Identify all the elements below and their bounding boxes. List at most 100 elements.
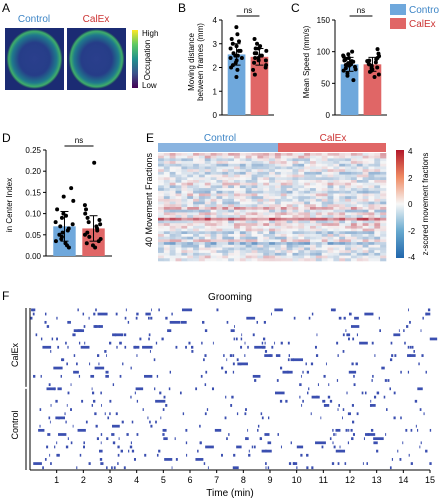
heatmap-cell — [292, 166, 299, 170]
heatmap-cell — [315, 177, 322, 181]
grooming-bout — [276, 379, 279, 382]
heatmap-cell — [304, 185, 311, 189]
heatmap-cell — [350, 236, 358, 240]
data-point — [234, 75, 239, 79]
data-point — [264, 63, 269, 68]
heatmap-cell — [274, 258, 282, 262]
heatmap-cell — [280, 242, 287, 246]
heatmap-group-bar-calex — [278, 143, 386, 152]
data-point — [70, 222, 75, 227]
grooming-bout — [212, 341, 214, 345]
heatmap-cell — [181, 225, 188, 229]
heatmap-cell — [175, 190, 182, 194]
grooming-bout — [161, 337, 164, 341]
heatmap-cell — [234, 242, 241, 246]
heatmap-cell — [380, 204, 387, 208]
heatmap-cell — [198, 209, 206, 213]
grooming-bout — [271, 312, 272, 316]
grooming-bout — [158, 449, 161, 453]
heatmap-cell — [327, 166, 334, 170]
heatmap-cell — [304, 212, 311, 216]
heatmap-cell — [216, 231, 223, 235]
grooming-bout — [328, 383, 330, 387]
grooming-bout — [354, 316, 359, 320]
grooming-bout — [342, 333, 345, 337]
grooming-bout — [65, 420, 67, 424]
heatmap-cell — [234, 225, 241, 229]
heatmap-cell — [286, 217, 293, 221]
grooming-bout — [427, 308, 431, 312]
heatmap-cell — [280, 182, 287, 186]
heatmap-cell — [315, 217, 322, 221]
heatmap-cell — [239, 182, 246, 186]
grooming-bout — [329, 399, 333, 403]
heatmap-cell — [158, 198, 165, 202]
heatmap-cell — [321, 250, 328, 254]
heatmap-cell — [204, 212, 211, 216]
grooming-bout — [159, 391, 162, 395]
heatmap-cell — [368, 209, 375, 213]
heatmap-cell — [204, 250, 211, 254]
data-point — [252, 37, 257, 41]
heatmap-cell — [234, 255, 241, 259]
heatmap-cell — [198, 258, 206, 262]
heatmap-cell — [175, 158, 182, 162]
grooming-bout — [425, 449, 428, 453]
heatmap-cell — [158, 250, 165, 254]
heatmap-cell — [298, 209, 305, 213]
heatmap-cell — [198, 234, 206, 237]
heatmap-cell — [269, 182, 276, 186]
heatmap-cell — [175, 193, 182, 197]
heatmap-cell — [292, 201, 299, 205]
heatmap-cell — [356, 161, 363, 165]
heatmap-cell — [234, 180, 241, 183]
raster-x-tick-label: 5 — [161, 475, 166, 485]
raster-x-tick-label: 6 — [187, 475, 192, 485]
heatmap-cell — [204, 185, 211, 189]
grooming-bout — [261, 341, 264, 345]
data-point — [98, 237, 103, 242]
heatmap-cell — [374, 198, 381, 202]
panel-b-letter: B — [178, 1, 186, 15]
heatmap-cell — [368, 180, 375, 183]
heatmap-cell — [181, 258, 188, 262]
panel-c-letter: C — [291, 1, 300, 15]
heatmap-cell — [198, 242, 206, 246]
grooming-bout — [391, 458, 394, 461]
heatmap-cell — [356, 196, 363, 200]
heatmap-cell — [310, 188, 317, 192]
heatmap-cell — [269, 231, 276, 235]
heatmap-cell — [269, 209, 276, 213]
heatmap-cell — [216, 239, 223, 243]
grooming-bout — [66, 404, 68, 407]
heatmap-cell — [280, 244, 287, 248]
heatmap-cell — [315, 180, 322, 183]
heatmap-cell — [204, 190, 211, 194]
heatmap-cell — [304, 250, 311, 254]
heatmap-cell — [339, 212, 346, 216]
grooming-bout — [73, 333, 76, 337]
heatmap-cell — [193, 198, 200, 202]
grooming-bout — [410, 462, 413, 465]
heatmap-cell — [269, 225, 276, 229]
heatmap-cell — [269, 228, 276, 232]
grooming-bout — [325, 362, 327, 366]
heatmap-cell — [193, 193, 200, 197]
heatmap-cell — [321, 228, 328, 232]
heatmap-cell — [345, 220, 352, 224]
heatmap-cell — [239, 163, 246, 167]
heatmap-cell — [333, 198, 340, 202]
heatmap-cell — [234, 217, 241, 221]
heatmap-cell — [257, 188, 264, 192]
grooming-bout — [403, 329, 405, 333]
heatmap-cell — [187, 242, 194, 246]
heatmap-cell — [169, 177, 176, 181]
significance-label: ns — [75, 136, 83, 145]
grooming-bout — [265, 462, 267, 465]
heatmap-cell — [368, 217, 375, 221]
heatmap-cell — [158, 163, 165, 167]
heatmap-cell — [315, 182, 322, 186]
heatmap-cell — [263, 193, 270, 197]
grooming-bout — [337, 462, 340, 465]
heatmap-cell — [169, 228, 176, 232]
